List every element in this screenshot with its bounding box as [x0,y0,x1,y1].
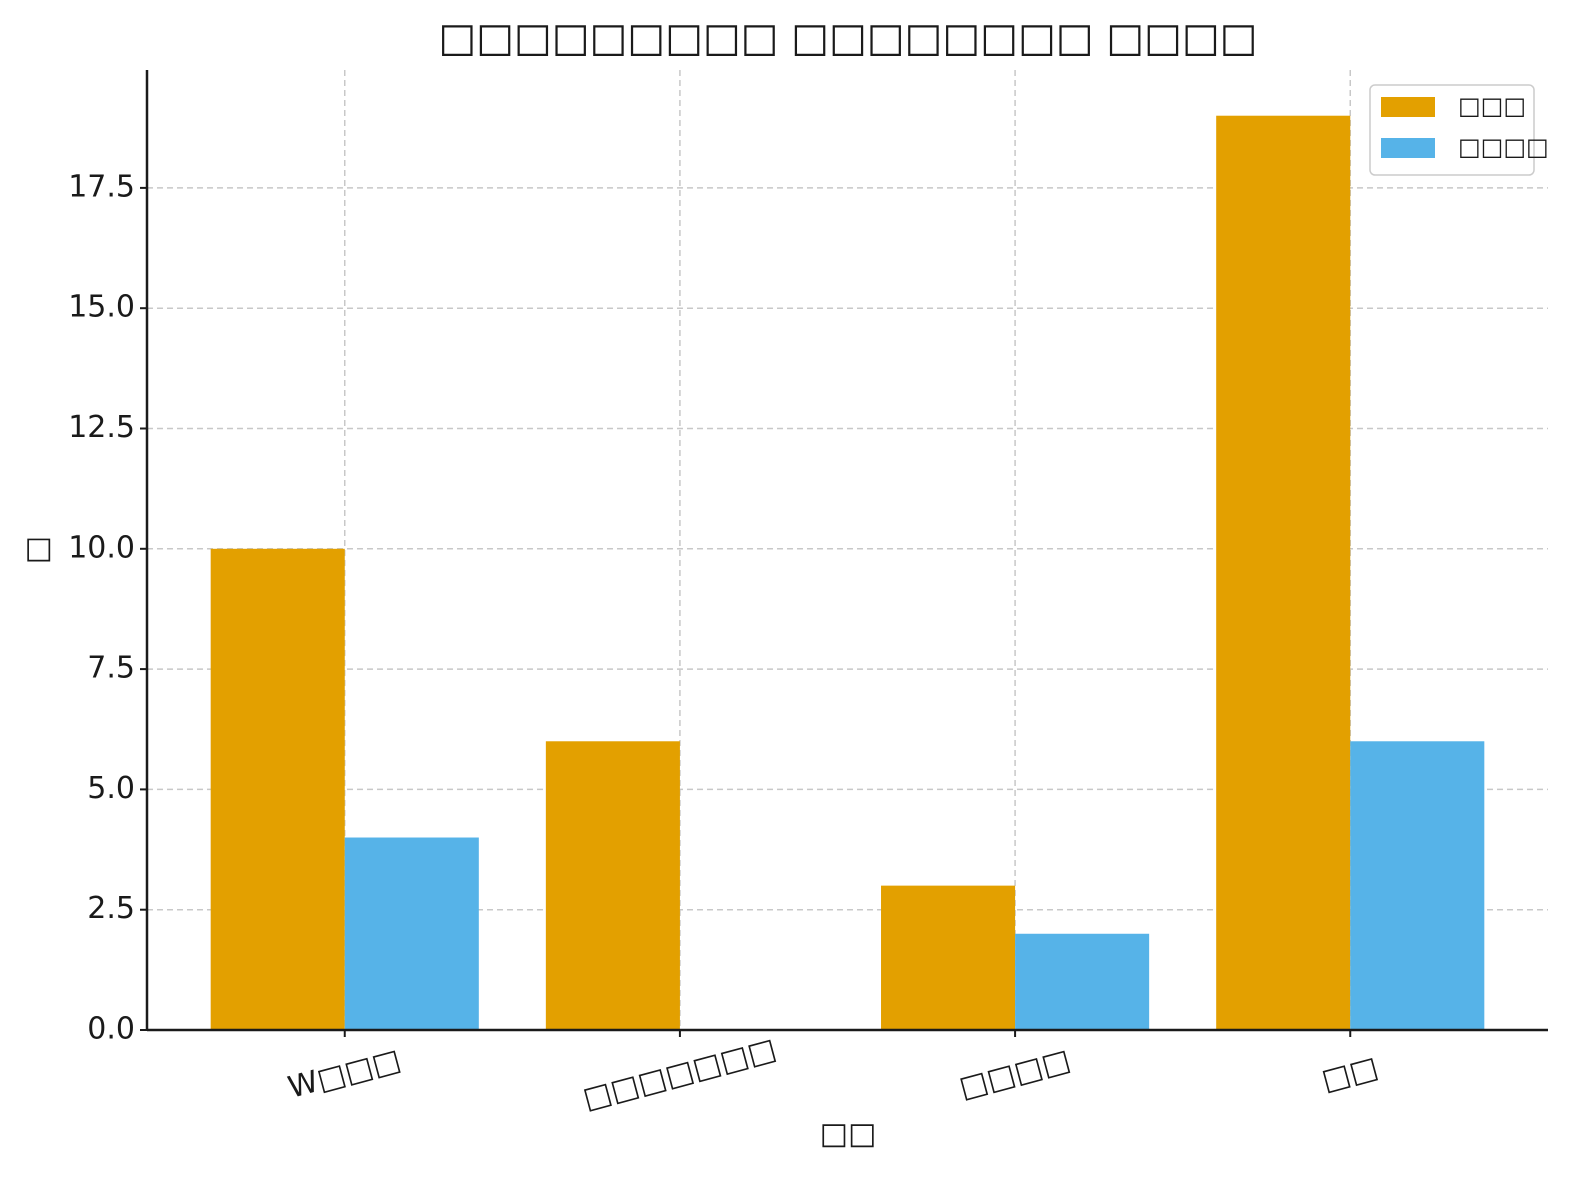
x-axis-label: □□ [820,1117,877,1152]
legend-swatch [1381,138,1435,158]
y-tick-label: 12.5 [68,410,135,445]
legend-swatch [1381,97,1435,117]
bar [881,885,1016,1030]
y-tick-label: 7.5 [87,651,135,686]
legend-label: □□□□ [1458,133,1549,161]
x-tick-label: □□ [1318,1050,1382,1098]
bar [1350,741,1485,1030]
y-tick-label: 2.5 [87,891,135,926]
y-axis-label: □ [20,536,55,564]
legend-label: □□□ [1458,92,1526,120]
bar [1015,933,1150,1030]
y-tick-label: 17.5 [68,169,135,204]
x-tick-label: □□□□□□□ [579,1031,780,1116]
bar [1216,115,1351,1030]
chart-title: □□□□□□□□□ □□□□□□□□ □□□□ [438,15,1257,61]
bar [210,548,345,1030]
y-tick-label: 0.0 [87,1012,135,1047]
bar [344,837,479,1030]
bar [545,741,680,1030]
x-tick-label: □□□□ [956,1042,1075,1105]
y-tick-label: 10.0 [68,530,135,565]
y-tick-label: 5.0 [87,771,135,806]
y-tick-label: 15.0 [68,290,135,325]
x-tick-label: W□□□ [285,1042,405,1105]
